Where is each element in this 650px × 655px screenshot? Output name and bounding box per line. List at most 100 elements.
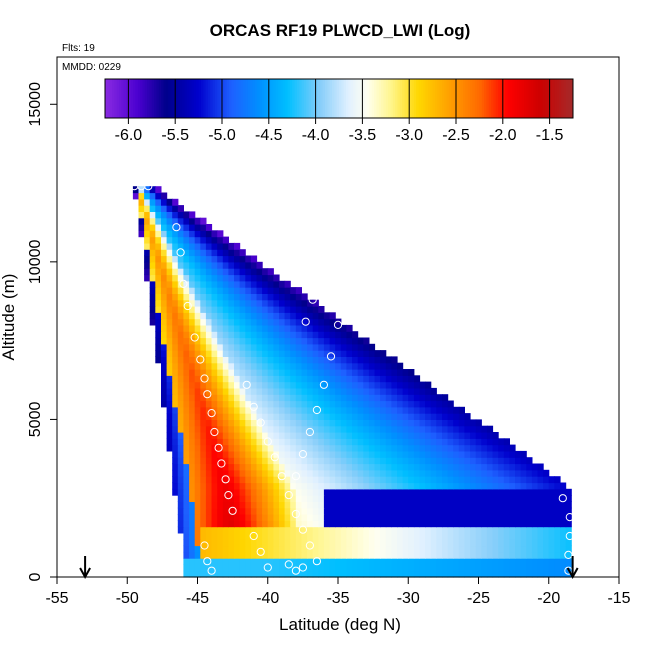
heatmap-cell xyxy=(335,425,342,433)
heatmap-cell xyxy=(312,356,319,364)
heatmap-cell xyxy=(470,450,477,458)
heatmap-cell xyxy=(295,293,302,301)
heatmap-cell xyxy=(363,375,370,383)
heatmap-cell xyxy=(189,293,196,301)
heatmap-cell xyxy=(211,539,218,547)
heatmap-cell xyxy=(458,438,465,446)
heatmap-cell xyxy=(290,400,297,408)
heatmap-cell xyxy=(391,419,398,427)
heatmap-cell xyxy=(262,362,269,370)
heatmap-cell xyxy=(262,343,269,351)
heatmap-cell xyxy=(543,482,550,490)
heatmap-cell xyxy=(267,356,274,364)
heatmap-cell xyxy=(200,551,207,559)
heatmap-cell xyxy=(397,520,404,528)
heatmap-cell xyxy=(554,476,561,484)
heatmap-cell xyxy=(262,564,269,572)
heatmap-cell xyxy=(200,457,207,465)
heatmap-cell xyxy=(548,539,555,547)
heatmap-cell xyxy=(189,450,196,458)
heatmap-cell xyxy=(228,514,235,521)
heatmap-cell xyxy=(312,558,319,565)
heatmap-cell xyxy=(262,356,269,364)
heatmap-cell xyxy=(554,507,561,515)
heatmap-cell xyxy=(256,444,263,452)
heatmap-cell xyxy=(217,551,224,559)
heatmap-cell xyxy=(211,501,218,509)
heatmap-cell xyxy=(250,469,258,477)
heatmap-cell xyxy=(222,507,229,515)
heatmap-cell xyxy=(267,564,274,572)
heatmap-cell xyxy=(290,457,297,465)
heatmap-cell xyxy=(239,306,246,313)
heatmap-cell xyxy=(250,514,258,521)
heatmap-cell xyxy=(234,369,241,376)
heatmap-cell xyxy=(464,514,471,521)
heatmap-cell xyxy=(470,469,477,477)
heatmap-cell xyxy=(250,463,258,471)
heatmap-cell xyxy=(368,570,376,578)
heatmap-cell xyxy=(352,558,359,565)
heatmap-cell xyxy=(222,268,229,276)
heatmap-cell xyxy=(250,369,258,376)
heatmap-cell xyxy=(413,413,421,420)
heatmap-cell xyxy=(458,482,465,490)
colorbar-segment xyxy=(205,79,209,118)
heatmap-cell xyxy=(211,438,218,446)
heatmap-cell xyxy=(323,444,331,452)
heatmap-cell xyxy=(475,444,482,452)
heatmap-cell xyxy=(301,444,308,452)
heatmap-cell xyxy=(368,514,376,521)
heatmap-cell xyxy=(239,406,246,414)
heatmap-cell xyxy=(346,413,353,420)
heatmap-cell xyxy=(245,520,252,528)
heatmap-cell xyxy=(217,255,224,263)
heatmap-cell xyxy=(155,274,162,282)
heatmap-cell xyxy=(548,514,555,521)
heatmap-cell xyxy=(295,324,302,332)
heatmap-cell xyxy=(385,413,392,420)
heatmap-cell xyxy=(189,211,196,219)
heatmap-cell xyxy=(189,242,196,250)
heatmap-cell xyxy=(537,514,544,521)
heatmap-cell xyxy=(183,520,190,528)
heatmap-cell xyxy=(284,520,291,528)
colorbar-segment xyxy=(233,79,237,118)
heatmap-cell xyxy=(250,274,258,282)
heatmap-cell xyxy=(183,369,190,376)
heatmap-cell xyxy=(273,287,280,294)
heatmap-cell xyxy=(425,520,432,528)
heatmap-cell xyxy=(189,312,196,320)
heatmap-cell xyxy=(183,217,190,225)
heatmap-cell xyxy=(273,432,280,439)
heatmap-cell xyxy=(177,242,184,250)
sample-point xyxy=(203,390,212,399)
heatmap-cell xyxy=(273,331,280,339)
heatmap-cell xyxy=(161,249,168,257)
heatmap-cell xyxy=(397,564,404,572)
heatmap-cell xyxy=(172,406,179,414)
heatmap-cell xyxy=(436,570,443,578)
heatmap-cell xyxy=(363,558,370,565)
heatmap-cell xyxy=(430,406,437,414)
heatmap-cell xyxy=(554,514,561,521)
heatmap-cell xyxy=(284,356,291,364)
heatmap-cell xyxy=(391,425,398,433)
heatmap-cell xyxy=(560,501,567,509)
colorbar-segment xyxy=(444,79,448,118)
heatmap-cell xyxy=(262,570,269,578)
heatmap-cell xyxy=(486,507,494,515)
heatmap-cell xyxy=(217,356,224,364)
heatmap-cell xyxy=(273,444,280,452)
heatmap-cell xyxy=(234,242,241,250)
heatmap-cell xyxy=(262,507,269,515)
heatmap-cell xyxy=(346,343,353,351)
heatmap-cell xyxy=(340,432,347,439)
heatmap-cell xyxy=(217,476,224,484)
heatmap-cell xyxy=(205,274,213,282)
heatmap-cell xyxy=(189,318,196,326)
heatmap-cell xyxy=(475,488,482,496)
heatmap-cell xyxy=(194,306,201,313)
heatmap-cell xyxy=(425,444,432,452)
heatmap-cell xyxy=(155,293,162,301)
